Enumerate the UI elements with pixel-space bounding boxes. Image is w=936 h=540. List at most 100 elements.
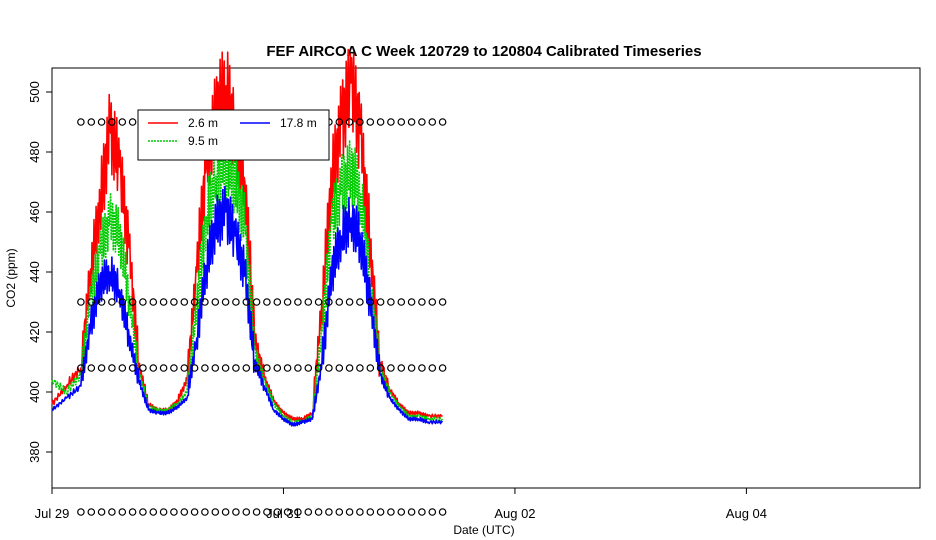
flag-marker-2-15 (232, 298, 240, 306)
flag-marker-1-10 (180, 364, 189, 372)
flag-marker-2-13 (211, 298, 220, 306)
flag-marker-0-15 (232, 508, 240, 516)
flag-marker-0-7 (149, 508, 158, 516)
flag-marker-2-2 (97, 298, 106, 306)
flag-marker-1-24 (325, 364, 333, 372)
series-layer (51, 48, 444, 427)
flag-marker-0-30 (387, 508, 395, 516)
flag-marker-2-35 (438, 298, 447, 306)
flag-marker-3-4 (118, 118, 127, 126)
flag-marker-1-25 (335, 364, 344, 372)
flag-marker-2-3 (108, 298, 116, 306)
x-axis-title: Date (UTC) (453, 523, 514, 537)
flag-marker-1-3 (108, 364, 116, 372)
flag-marker-3-2 (97, 118, 106, 126)
flag-marker-0-34 (428, 508, 437, 516)
flag-marker-0-14 (221, 508, 230, 516)
flag-marker-3-29 (376, 118, 385, 126)
flag-marker-2-6 (139, 298, 147, 306)
flag-marker-1-17 (252, 364, 261, 372)
flag-marker-1-8 (159, 364, 168, 372)
flag-marker-0-26 (345, 508, 354, 516)
flag-marker-3-1 (87, 118, 96, 126)
flag-marker-3-30 (387, 118, 395, 126)
x-tick-label-3: Aug 04 (726, 506, 767, 521)
flag-marker-2-19 (273, 298, 282, 306)
flag-marker-0-3 (108, 508, 116, 516)
flag-marker-2-7 (149, 298, 158, 306)
flag-marker-3-27 (356, 118, 364, 126)
flag-marker-0-1 (87, 508, 96, 516)
flag-marker-1-29 (376, 364, 385, 372)
flag-marker-2-17 (252, 298, 261, 306)
flag-marker-1-35 (438, 364, 447, 372)
flag-marker-2-24 (325, 298, 333, 306)
flag-marker-0-22 (304, 508, 313, 516)
flag-marker-1-6 (139, 364, 147, 372)
flag-marker-0-2 (97, 508, 106, 516)
flag-marker-2-27 (356, 298, 364, 306)
x-tick-label-1: Jul 31 (266, 506, 301, 521)
flag-marker-1-13 (211, 364, 220, 372)
flag-marker-0-21 (294, 508, 302, 516)
flag-marker-0-16 (242, 508, 251, 516)
series-line-9-5-m (51, 133, 444, 425)
flag-marker-0-19 (273, 508, 282, 516)
flag-marker-0-31 (397, 508, 406, 516)
flag-marker-2-26 (345, 298, 354, 306)
flag-marker-0-29 (376, 508, 385, 516)
flag-marker-2-10 (180, 298, 189, 306)
legend-items: 2.6 m 9.5 m 17.8 m (148, 116, 317, 148)
flag-marker-0-5 (128, 508, 137, 516)
y-tick-label-480: 480 (27, 141, 42, 163)
flag-marker-1-12 (201, 364, 209, 372)
flag-marker-0-28 (366, 508, 375, 516)
flag-marker-0-6 (139, 508, 147, 516)
series-line-17-8-m (51, 185, 443, 427)
y-tick-label-460: 460 (27, 201, 42, 223)
flag-marker-1-26 (345, 364, 354, 372)
flag-marker-3-5 (128, 118, 137, 126)
flag-marker-2-22 (304, 298, 313, 306)
flag-marker-3-25 (335, 118, 344, 126)
flag-marker-2-1 (87, 298, 96, 306)
plot-frame (51, 67, 921, 489)
y-tick-label-440: 440 (27, 261, 42, 283)
flag-marker-0-24 (325, 508, 333, 516)
flag-marker-2-18 (263, 298, 271, 306)
flag-marker-3-31 (397, 118, 406, 126)
flag-marker-0-11 (190, 508, 199, 516)
y-tick-label-400: 400 (27, 381, 42, 403)
flag-marker-0-4 (118, 508, 127, 516)
flag-marker-2-0 (77, 298, 85, 306)
legend-label-2: 17.8 m (280, 116, 317, 130)
flag-marker-3-33 (418, 118, 426, 126)
flag-marker-1-30 (387, 364, 395, 372)
flag-marker-2-9 (170, 298, 178, 306)
flag-marker-1-20 (283, 364, 292, 372)
flag-marker-0-18 (263, 508, 271, 516)
flag-marker-3-34 (428, 118, 437, 126)
flag-marker-3-32 (407, 118, 416, 126)
flag-marker-0-10 (180, 508, 189, 516)
flag-marker-2-8 (159, 298, 168, 306)
flag-marker-2-25 (335, 298, 344, 306)
x-tick-label-2: Aug 02 (494, 506, 535, 521)
flag-marker-0-8 (159, 508, 168, 516)
flag-marker-1-19 (273, 364, 282, 372)
flag-marker-3-28 (366, 118, 375, 126)
flag-marker-2-20 (283, 298, 292, 306)
flag-marker-0-35 (438, 508, 447, 516)
flag-marker-3-26 (345, 118, 354, 126)
flag-marker-1-18 (263, 364, 271, 372)
flag-marker-3-0 (77, 118, 85, 126)
flag-marker-2-32 (407, 298, 416, 306)
flag-marker-2-5 (128, 298, 137, 306)
flag-marker-2-29 (376, 298, 385, 306)
legend: 2.6 m 9.5 m 17.8 m (137, 109, 330, 161)
flag-marker-2-16 (242, 298, 251, 306)
flag-marker-0-27 (356, 508, 364, 516)
flag-marker-0-17 (252, 508, 261, 516)
y-axis: 380 400 420 440 460 480 500 (27, 81, 52, 463)
flag-marker-1-31 (397, 364, 406, 372)
